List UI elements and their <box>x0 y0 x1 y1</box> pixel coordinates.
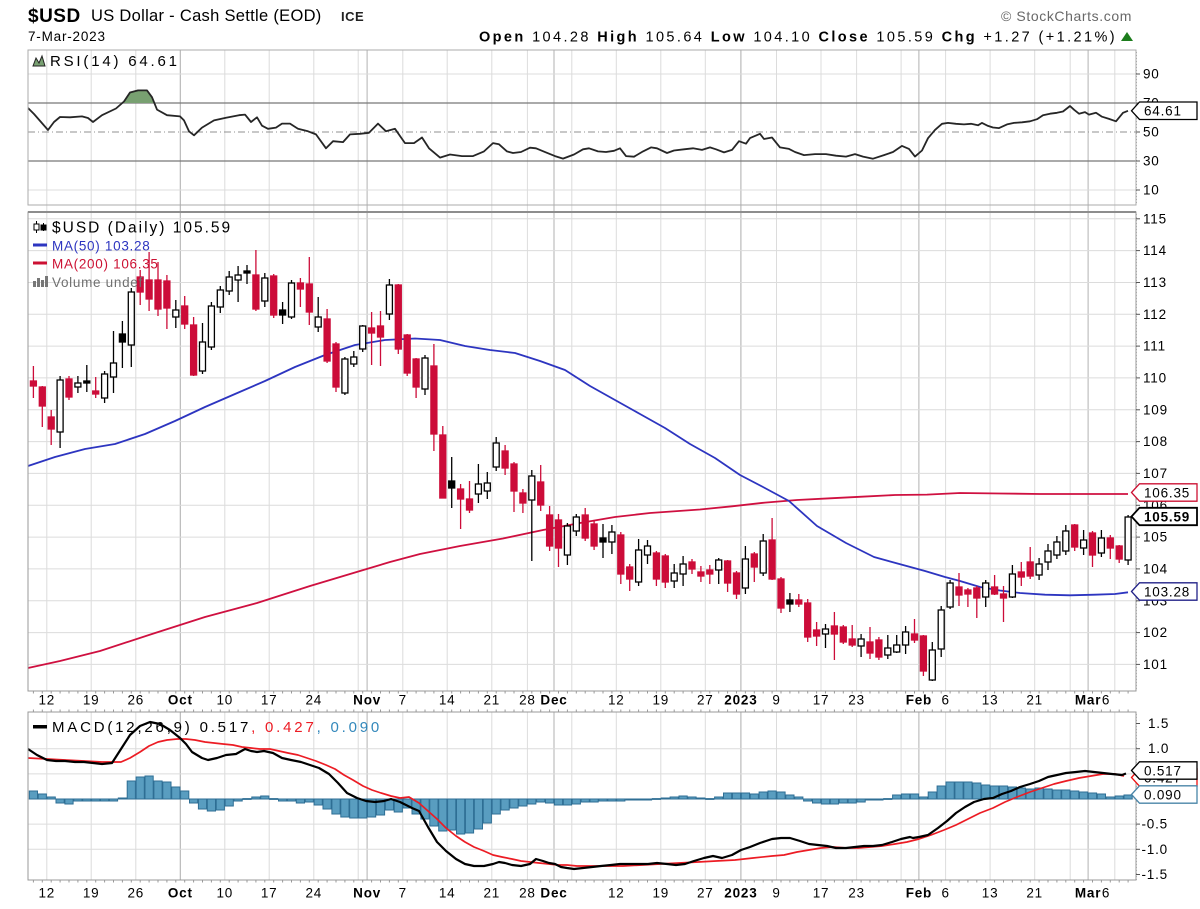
svg-text:28: 28 <box>519 693 536 708</box>
svg-text:US Dollar - Cash Settle (EOD): US Dollar - Cash Settle (EOD) <box>91 7 322 25</box>
svg-text:2023: 2023 <box>724 693 757 708</box>
svg-text:10: 10 <box>216 886 233 901</box>
svg-text:Open 104.28 High 105.64 Low 10: Open 104.28 High 105.64 Low 104.10 Close… <box>479 30 1117 46</box>
svg-text:12: 12 <box>38 693 55 708</box>
svg-text:64.61: 64.61 <box>1144 104 1182 119</box>
svg-text:1.5: 1.5 <box>1148 716 1169 731</box>
svg-text:19: 19 <box>83 693 100 708</box>
svg-text:0.517: 0.517 <box>1144 763 1182 778</box>
svg-text:105.59: 105.59 <box>1144 509 1190 524</box>
svg-text:24: 24 <box>305 693 322 708</box>
svg-text:107: 107 <box>1143 466 1168 481</box>
svg-text:Mar: Mar <box>1075 693 1101 708</box>
svg-text:14: 14 <box>439 693 456 708</box>
svg-text:28: 28 <box>519 886 536 901</box>
svg-text:2023: 2023 <box>724 886 757 901</box>
svg-text:6: 6 <box>1102 693 1110 708</box>
svg-text:-0.5: -0.5 <box>1142 817 1168 832</box>
svg-text:Feb: Feb <box>906 693 932 708</box>
svg-text:Nov: Nov <box>353 886 381 901</box>
svg-text:6: 6 <box>941 886 949 901</box>
svg-text:7-Mar-2023: 7-Mar-2023 <box>28 29 106 44</box>
svg-text:109: 109 <box>1143 402 1168 417</box>
svg-text:Dec: Dec <box>540 693 567 708</box>
svg-text:111: 111 <box>1143 339 1166 354</box>
svg-text:19: 19 <box>83 886 100 901</box>
svg-text:23: 23 <box>848 693 865 708</box>
svg-text:24: 24 <box>305 886 322 901</box>
svg-text:© StockCharts.com: © StockCharts.com <box>1001 8 1132 24</box>
svg-text:$USD (Daily) 105.59: $USD (Daily) 105.59 <box>52 220 232 237</box>
svg-text:9: 9 <box>772 693 780 708</box>
svg-text:104: 104 <box>1143 561 1168 576</box>
svg-text:ICE: ICE <box>341 9 364 24</box>
svg-text:7: 7 <box>399 886 407 901</box>
svg-text:27: 27 <box>697 693 714 708</box>
svg-text:Mar: Mar <box>1075 886 1101 901</box>
svg-text:6: 6 <box>1102 886 1110 901</box>
svg-text:90: 90 <box>1143 67 1160 82</box>
svg-text:-1.0: -1.0 <box>1142 842 1168 857</box>
svg-text:9: 9 <box>772 886 780 901</box>
svg-text:MA(200) 106.35: MA(200) 106.35 <box>52 257 159 272</box>
svg-text:0.090: 0.090 <box>1144 787 1182 802</box>
svg-text:-1.5: -1.5 <box>1142 867 1168 882</box>
svg-text:$USD: $USD <box>28 6 81 27</box>
svg-text:Oct: Oct <box>168 886 193 901</box>
svg-text:12: 12 <box>608 693 625 708</box>
svg-text:106.35: 106.35 <box>1144 485 1190 500</box>
svg-text:Dec: Dec <box>540 886 567 901</box>
svg-text:21: 21 <box>1026 886 1043 901</box>
svg-text:17: 17 <box>261 886 278 901</box>
svg-text:19: 19 <box>652 693 669 708</box>
svg-text:112: 112 <box>1143 307 1167 322</box>
svg-text:21: 21 <box>483 693 500 708</box>
svg-text:105: 105 <box>1143 530 1168 545</box>
svg-text:13: 13 <box>982 886 999 901</box>
svg-text:10: 10 <box>216 693 233 708</box>
svg-text:19: 19 <box>652 886 669 901</box>
svg-text:102: 102 <box>1143 625 1168 640</box>
svg-text:27: 27 <box>697 886 714 901</box>
svg-text:7: 7 <box>399 693 407 708</box>
svg-text:101: 101 <box>1143 657 1168 672</box>
svg-text:Oct: Oct <box>168 693 193 708</box>
svg-text:6: 6 <box>941 693 949 708</box>
svg-text:17: 17 <box>261 693 278 708</box>
svg-text:110: 110 <box>1143 370 1167 385</box>
svg-text:113: 113 <box>1143 275 1167 290</box>
svg-text:114: 114 <box>1143 243 1167 258</box>
svg-text:108: 108 <box>1143 434 1168 449</box>
svg-text:1.0: 1.0 <box>1148 741 1169 756</box>
svg-text:14: 14 <box>439 886 456 901</box>
svg-text:17: 17 <box>813 693 830 708</box>
svg-text:50: 50 <box>1143 125 1160 140</box>
svg-text:10: 10 <box>1143 183 1160 198</box>
svg-text:17: 17 <box>813 886 830 901</box>
svg-text:Volume undef: Volume undef <box>52 275 143 290</box>
svg-text:Feb: Feb <box>906 886 932 901</box>
svg-text:13: 13 <box>982 693 999 708</box>
svg-text:21: 21 <box>483 886 500 901</box>
svg-text:23: 23 <box>848 886 865 901</box>
svg-text:30: 30 <box>1143 154 1160 169</box>
svg-text:26: 26 <box>127 886 144 901</box>
svg-text:12: 12 <box>38 886 55 901</box>
svg-text:MA(50) 103.28: MA(50) 103.28 <box>52 239 150 254</box>
svg-text:12: 12 <box>608 886 625 901</box>
svg-text:115: 115 <box>1143 211 1167 226</box>
svg-text:26: 26 <box>127 693 144 708</box>
svg-text:21: 21 <box>1026 693 1043 708</box>
svg-text:103.28: 103.28 <box>1144 584 1190 599</box>
svg-text:RSI(14) 64.61: RSI(14) 64.61 <box>50 53 180 70</box>
svg-text:Nov: Nov <box>353 693 381 708</box>
svg-text:MACD(12,26,9) 0.517, 0.427, 0.: MACD(12,26,9) 0.517, 0.427, 0.090 <box>52 719 382 736</box>
